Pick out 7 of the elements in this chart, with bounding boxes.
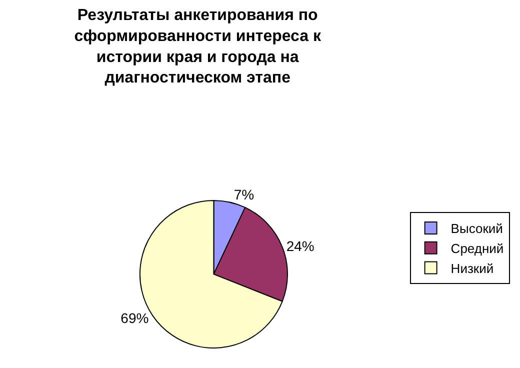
legend-label: Высокий xyxy=(450,221,503,236)
data-label: 7% xyxy=(234,186,254,203)
chart-title: Результаты анкетирования по сформированности интереса к истории края и города на диагностическом этапе xyxy=(74,7,322,87)
data-label: 24% xyxy=(286,238,314,254)
data-label: 69% xyxy=(120,310,149,326)
legend-label: Низкий xyxy=(450,260,494,276)
legend-label: Средний xyxy=(450,240,504,256)
